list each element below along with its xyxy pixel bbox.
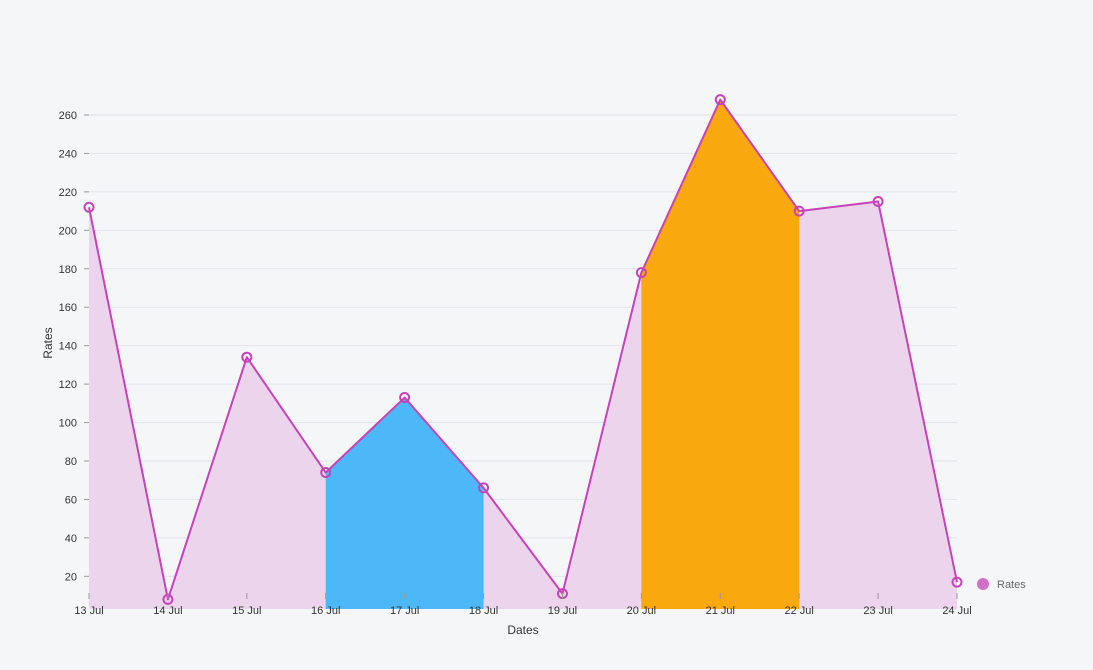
data-point-24-jul xyxy=(951,576,963,588)
y-tick-label-40: 40 xyxy=(65,533,77,545)
data-point-21-jul xyxy=(714,94,726,106)
y-tick-label-60: 60 xyxy=(65,494,77,506)
data-point-18-jul xyxy=(478,482,490,494)
series-area-layer xyxy=(89,99,957,609)
data-point-15-jul xyxy=(241,351,253,363)
y-tick-label-180: 180 xyxy=(59,264,77,276)
x-axis: 13 Jul 14 Jul 15 Jul 16 Jul 17 Jul 18 Jul 19 J… xyxy=(74,593,972,617)
series-area-rates xyxy=(89,99,957,609)
x-tick-label-19-jul: 19 Jul xyxy=(548,605,577,617)
x-tick-label-18-jul: 18 Jul xyxy=(469,605,498,617)
highlight-layer xyxy=(325,99,800,609)
data-point-16-jul xyxy=(320,467,332,479)
y-tick-label-140: 140 xyxy=(59,341,77,353)
legend-marker-rates xyxy=(977,578,989,590)
y-axis-title: Rates xyxy=(41,327,55,358)
data-point-22-jul xyxy=(793,205,805,217)
legend-label-rates: Rates xyxy=(997,579,1026,591)
x-tick-label-22-jul: 22 Jul xyxy=(785,605,814,617)
y-tick-label-260: 260 xyxy=(59,110,77,122)
highlight-area-1 xyxy=(325,397,484,609)
y-tick-label-220: 220 xyxy=(59,187,77,199)
y-tick-label-80: 80 xyxy=(65,456,77,468)
series-line-rates xyxy=(88,98,958,601)
x-tick-label-21-jul: 21 Jul xyxy=(706,605,735,617)
y-tick-label-100: 100 xyxy=(59,418,77,430)
y-tick-label-200: 200 xyxy=(59,225,77,237)
data-point-17-jul xyxy=(399,392,411,404)
data-point-23-jul xyxy=(872,195,884,207)
x-tick-label-14-jul: 14 Jul xyxy=(153,605,182,617)
x-tick-label-17-jul: 17 Jul xyxy=(390,605,419,617)
data-points xyxy=(83,94,963,605)
x-axis-title: Dates xyxy=(507,623,538,637)
y-tick-label-120: 120 xyxy=(59,379,77,391)
x-tick-label-15-jul: 15 Jul xyxy=(232,605,261,617)
x-tick-label-16-jul: 16 Jul xyxy=(311,605,340,617)
x-tick-label-23-jul: 23 Jul xyxy=(863,605,892,617)
x-tick-label-13-jul: 13 Jul xyxy=(74,605,103,617)
y-tick-label-160: 160 xyxy=(59,302,77,314)
highlight-area-2 xyxy=(641,99,800,609)
y-tick-label-240: 240 xyxy=(59,148,77,160)
legend[interactable]: Rates xyxy=(977,578,1026,591)
data-point-20-jul xyxy=(635,267,647,279)
data-point-13-jul xyxy=(83,201,95,213)
series-line-layer xyxy=(88,98,958,601)
x-tick-label-20-jul: 20 Jul xyxy=(627,605,656,617)
x-tick-label-24-jul: 24 Jul xyxy=(942,605,971,617)
y-axis: 20 40 60 80 100 120 140 160 180 200 220 240 260 xyxy=(59,110,89,583)
y-tick-label-20: 20 xyxy=(65,571,77,583)
